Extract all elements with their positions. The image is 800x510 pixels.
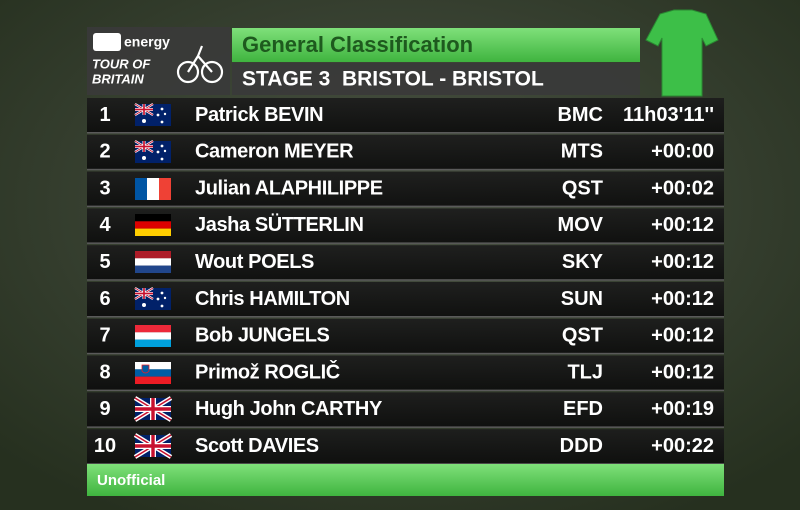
rank: 6	[99, 288, 110, 310]
team: TLJ	[567, 361, 603, 383]
row	[87, 98, 724, 133]
time: +00:12	[651, 288, 714, 310]
rank: 2	[99, 141, 110, 163]
time: +00:12	[651, 325, 714, 347]
team: DDD	[560, 435, 603, 457]
row-edge	[87, 316, 724, 318]
flag	[135, 435, 171, 457]
rider-name: Bob JUNGELS	[195, 325, 330, 347]
rider-name: Wout POELS	[195, 251, 314, 273]
row-edge	[87, 132, 724, 134]
row-edge	[87, 242, 724, 244]
row	[87, 429, 724, 465]
rank: 1	[99, 104, 110, 126]
row-edge	[87, 352, 724, 355]
subtitle-bar	[232, 63, 640, 95]
time: +00:19	[651, 398, 714, 420]
row	[87, 171, 724, 207]
row-edge	[87, 426, 724, 428]
rank: 7	[99, 325, 110, 347]
team: MOV	[557, 214, 603, 236]
rank: 3	[99, 177, 110, 199]
footer-note: Unofficial	[97, 472, 165, 489]
rider-name: Chris HAMILTON	[195, 288, 350, 310]
row-edge	[87, 168, 724, 171]
time: +00:12	[651, 361, 714, 383]
team: MTS	[561, 141, 603, 163]
team: BMC	[557, 104, 603, 126]
rank: 5	[99, 251, 110, 273]
logo-text: BRITAIN	[92, 71, 144, 86]
rider-name: Jasha SÜTTERLIN	[195, 213, 363, 236]
jersey	[645, 9, 719, 97]
rider-name: Scott DAVIES	[195, 435, 319, 457]
row	[87, 208, 724, 244]
team: QST	[562, 177, 603, 199]
team: QST	[562, 325, 603, 347]
subtitle: STAGE 3 BRISTOL - BRISTOL	[242, 68, 544, 91]
rank: 10	[94, 435, 116, 457]
rider-name: Primož ROGLIČ	[195, 359, 340, 383]
flag	[135, 214, 171, 236]
time: 11h03'11''	[623, 104, 714, 126]
row	[87, 245, 724, 281]
flag	[135, 104, 171, 126]
row-edge	[87, 279, 724, 281]
team: EFD	[563, 398, 603, 420]
row	[87, 355, 724, 391]
row	[87, 134, 724, 170]
time: +00:12	[651, 251, 714, 273]
rank: 4	[99, 214, 111, 236]
time: +00:12	[651, 214, 714, 236]
rider-name: Cameron MEYER	[195, 141, 354, 163]
time: +00:00	[651, 141, 714, 163]
row-edge	[87, 389, 724, 392]
sponsor-logo	[93, 33, 121, 51]
bike-icon	[176, 45, 224, 84]
flag	[135, 325, 171, 347]
rider-name: Hugh John CARTHY	[195, 398, 383, 420]
rank: 9	[99, 398, 110, 420]
flag	[135, 178, 171, 200]
row	[87, 282, 724, 317]
row	[87, 392, 724, 428]
title-bar	[232, 28, 640, 62]
rider-name: Patrick BEVIN	[195, 104, 323, 126]
row	[87, 318, 724, 354]
flag	[135, 398, 171, 420]
flag	[135, 251, 171, 273]
row-edge	[87, 463, 724, 465]
title: General Classification	[242, 32, 473, 57]
logo-sponsor: energy	[124, 34, 170, 50]
team: SUN	[561, 288, 603, 310]
flag	[135, 288, 171, 310]
row-edge	[87, 205, 724, 208]
time: +00:02	[651, 177, 714, 199]
team: SKY	[562, 251, 604, 273]
rider-name: Julian ALAPHILIPPE	[195, 177, 383, 199]
footer-bar	[87, 464, 724, 496]
time: +00:22	[651, 435, 714, 457]
logo-text: TOUR OF	[92, 56, 151, 71]
flag	[134, 361, 172, 385]
rank: 8	[99, 361, 110, 383]
flag	[135, 141, 171, 163]
